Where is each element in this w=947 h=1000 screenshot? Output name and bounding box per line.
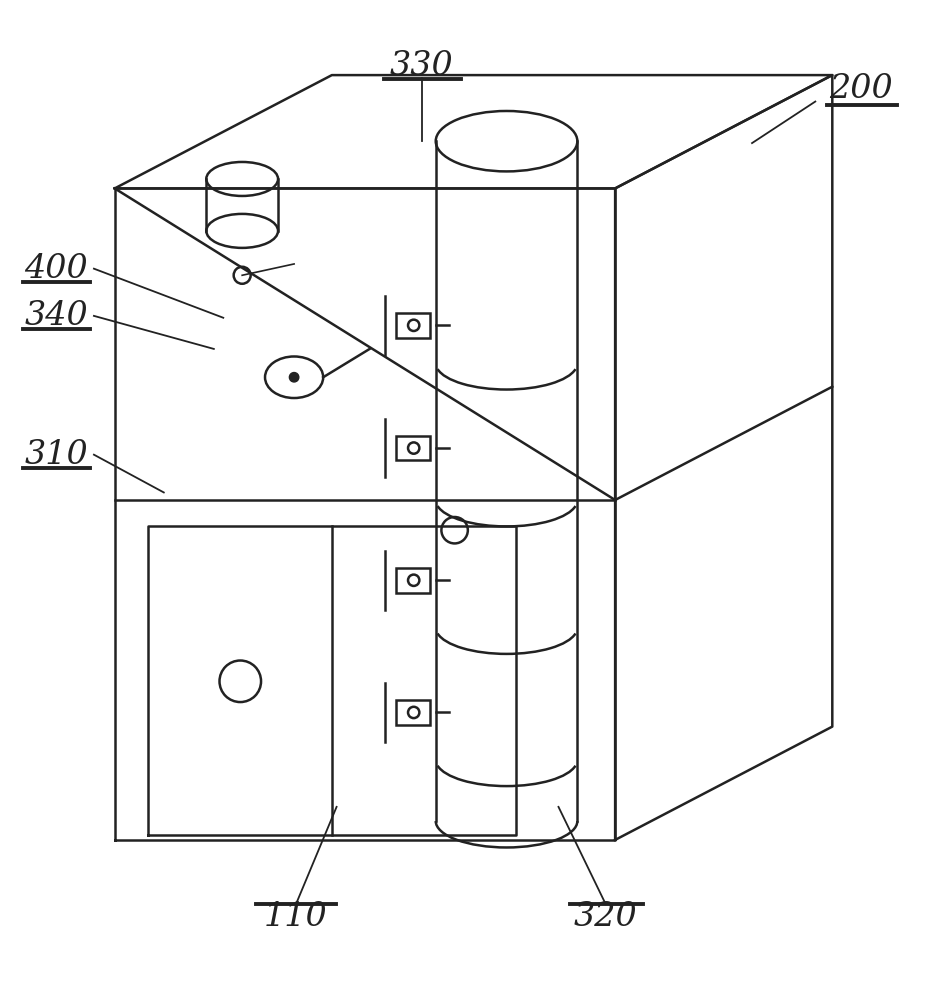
Bar — [396, 700, 431, 725]
Text: 340: 340 — [25, 300, 88, 332]
Text: 200: 200 — [829, 73, 892, 105]
Bar — [396, 436, 431, 460]
Circle shape — [290, 373, 299, 382]
Text: 330: 330 — [390, 50, 454, 82]
Text: 320: 320 — [574, 901, 637, 933]
Text: 110: 110 — [264, 901, 328, 933]
Text: 400: 400 — [25, 253, 88, 285]
Bar — [396, 568, 431, 593]
Text: 310: 310 — [25, 439, 88, 471]
Bar — [396, 313, 431, 338]
